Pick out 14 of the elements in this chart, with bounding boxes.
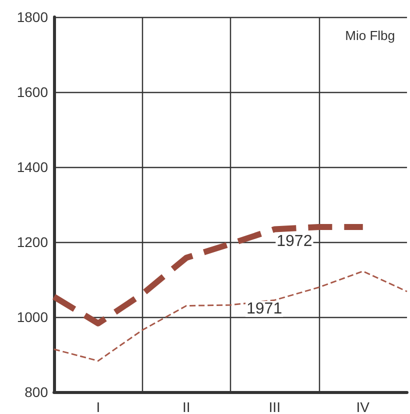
line-series	[53, 270, 408, 362]
y-tick-label: 1400	[16, 159, 48, 175]
x-tick-label: II	[182, 399, 190, 414]
y-tick-label: 800	[24, 384, 48, 400]
y-tick-label: 1800	[16, 9, 48, 25]
y-tick-label: 1000	[16, 309, 48, 325]
series-label: 1972	[276, 232, 312, 250]
y-tick-label: 1600	[16, 84, 48, 100]
series-label: 1971	[246, 300, 282, 318]
y-axis-title: Mio Flbg	[345, 28, 396, 43]
x-tick-label: I	[96, 399, 100, 414]
y-tick-label: 1200	[16, 234, 48, 250]
x-tick-label: III	[268, 399, 280, 414]
x-tick-label: IV	[356, 399, 370, 414]
